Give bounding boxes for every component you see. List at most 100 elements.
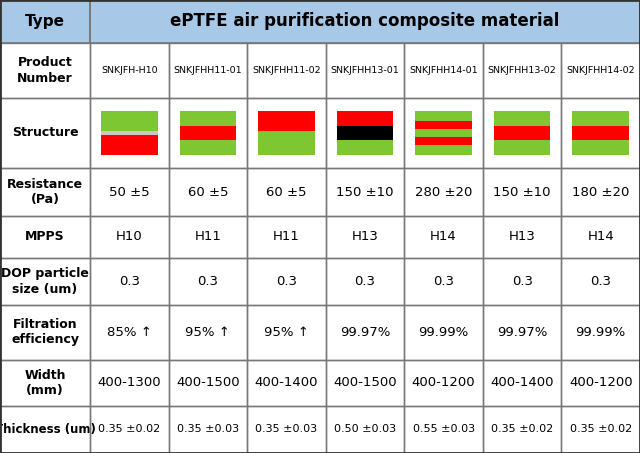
Bar bbox=[0, 0, 640, 43]
Text: Resistance
(Pa): Resistance (Pa) bbox=[7, 178, 83, 206]
Bar bbox=[404, 258, 483, 305]
Bar bbox=[561, 216, 640, 258]
Text: MPPS: MPPS bbox=[25, 231, 65, 244]
Text: 150 ±10: 150 ±10 bbox=[493, 185, 551, 198]
Bar bbox=[168, 216, 247, 258]
Bar bbox=[404, 98, 483, 168]
Bar bbox=[168, 98, 247, 168]
Text: Thickness (um): Thickness (um) bbox=[0, 423, 95, 436]
Bar bbox=[0, 98, 90, 168]
Bar bbox=[0, 0, 90, 43]
Bar bbox=[101, 135, 157, 155]
Bar bbox=[180, 140, 236, 155]
Bar bbox=[0, 43, 90, 98]
Bar bbox=[90, 216, 168, 258]
Bar bbox=[483, 406, 561, 453]
Text: 99.99%: 99.99% bbox=[419, 326, 468, 339]
Text: 0.35 ±0.03: 0.35 ±0.03 bbox=[177, 424, 239, 434]
Bar bbox=[561, 168, 640, 216]
Bar bbox=[0, 305, 90, 360]
Text: 60 ±5: 60 ±5 bbox=[188, 185, 228, 198]
Bar bbox=[168, 216, 247, 258]
Bar bbox=[326, 258, 404, 305]
Text: 60 ±5: 60 ±5 bbox=[266, 185, 307, 198]
Text: H10: H10 bbox=[116, 231, 143, 244]
Bar bbox=[404, 168, 483, 216]
Text: 99.97%: 99.97% bbox=[340, 326, 390, 339]
Text: Product
Number: Product Number bbox=[17, 57, 73, 85]
Bar bbox=[404, 43, 483, 98]
Bar bbox=[247, 406, 326, 453]
Bar bbox=[247, 258, 326, 305]
Bar bbox=[404, 406, 483, 453]
Bar bbox=[0, 258, 90, 305]
Text: 0.3: 0.3 bbox=[355, 275, 376, 288]
Bar bbox=[168, 168, 247, 216]
Text: 400-1200: 400-1200 bbox=[569, 376, 632, 390]
Bar bbox=[561, 360, 640, 406]
Bar bbox=[404, 216, 483, 258]
Bar bbox=[0, 406, 90, 453]
Bar bbox=[180, 111, 236, 126]
Bar bbox=[415, 137, 472, 145]
Bar bbox=[0, 305, 90, 360]
Bar bbox=[0, 216, 90, 258]
Bar bbox=[483, 360, 561, 406]
Bar bbox=[415, 129, 472, 137]
Bar bbox=[247, 360, 326, 406]
Bar bbox=[90, 216, 168, 258]
Bar bbox=[90, 43, 168, 98]
Bar bbox=[101, 111, 157, 130]
Text: 0.3: 0.3 bbox=[590, 275, 611, 288]
Bar bbox=[561, 258, 640, 305]
Bar bbox=[90, 406, 168, 453]
Bar bbox=[90, 0, 640, 43]
Text: 0.3: 0.3 bbox=[276, 275, 297, 288]
Text: 95% ↑: 95% ↑ bbox=[264, 326, 309, 339]
Text: H13: H13 bbox=[509, 231, 536, 244]
Bar bbox=[90, 258, 168, 305]
Text: 0.35 ±0.03: 0.35 ±0.03 bbox=[255, 424, 317, 434]
Bar bbox=[90, 305, 168, 360]
Text: Width
(mm): Width (mm) bbox=[24, 369, 66, 397]
Bar bbox=[404, 258, 483, 305]
Bar bbox=[180, 126, 236, 140]
Bar bbox=[247, 305, 326, 360]
Bar bbox=[247, 43, 326, 98]
Text: 400-1500: 400-1500 bbox=[176, 376, 239, 390]
Text: 400-1400: 400-1400 bbox=[255, 376, 318, 390]
Text: 400-1300: 400-1300 bbox=[97, 376, 161, 390]
Bar bbox=[561, 406, 640, 453]
Bar bbox=[0, 98, 90, 168]
Bar bbox=[483, 168, 561, 216]
Bar bbox=[247, 168, 326, 216]
Bar bbox=[168, 360, 247, 406]
Bar bbox=[326, 305, 404, 360]
Bar bbox=[90, 168, 168, 216]
Bar bbox=[561, 43, 640, 98]
Text: 150 ±10: 150 ±10 bbox=[336, 185, 394, 198]
Bar bbox=[483, 258, 561, 305]
Text: 0.3: 0.3 bbox=[511, 275, 532, 288]
Text: 95% ↑: 95% ↑ bbox=[186, 326, 230, 339]
Bar bbox=[404, 305, 483, 360]
Bar bbox=[168, 43, 247, 98]
Bar bbox=[168, 360, 247, 406]
Bar bbox=[561, 406, 640, 453]
Bar bbox=[0, 168, 90, 216]
Bar bbox=[337, 126, 394, 140]
Text: H11: H11 bbox=[195, 231, 221, 244]
Bar bbox=[483, 305, 561, 360]
Text: H14: H14 bbox=[588, 231, 614, 244]
Bar bbox=[494, 126, 550, 140]
Bar bbox=[247, 98, 326, 168]
Bar bbox=[168, 258, 247, 305]
Bar bbox=[0, 43, 90, 98]
Bar bbox=[326, 406, 404, 453]
Bar bbox=[572, 111, 629, 126]
Text: 0.3: 0.3 bbox=[197, 275, 218, 288]
Bar bbox=[247, 258, 326, 305]
Bar bbox=[415, 111, 472, 120]
Bar bbox=[483, 98, 561, 168]
Bar bbox=[561, 258, 640, 305]
